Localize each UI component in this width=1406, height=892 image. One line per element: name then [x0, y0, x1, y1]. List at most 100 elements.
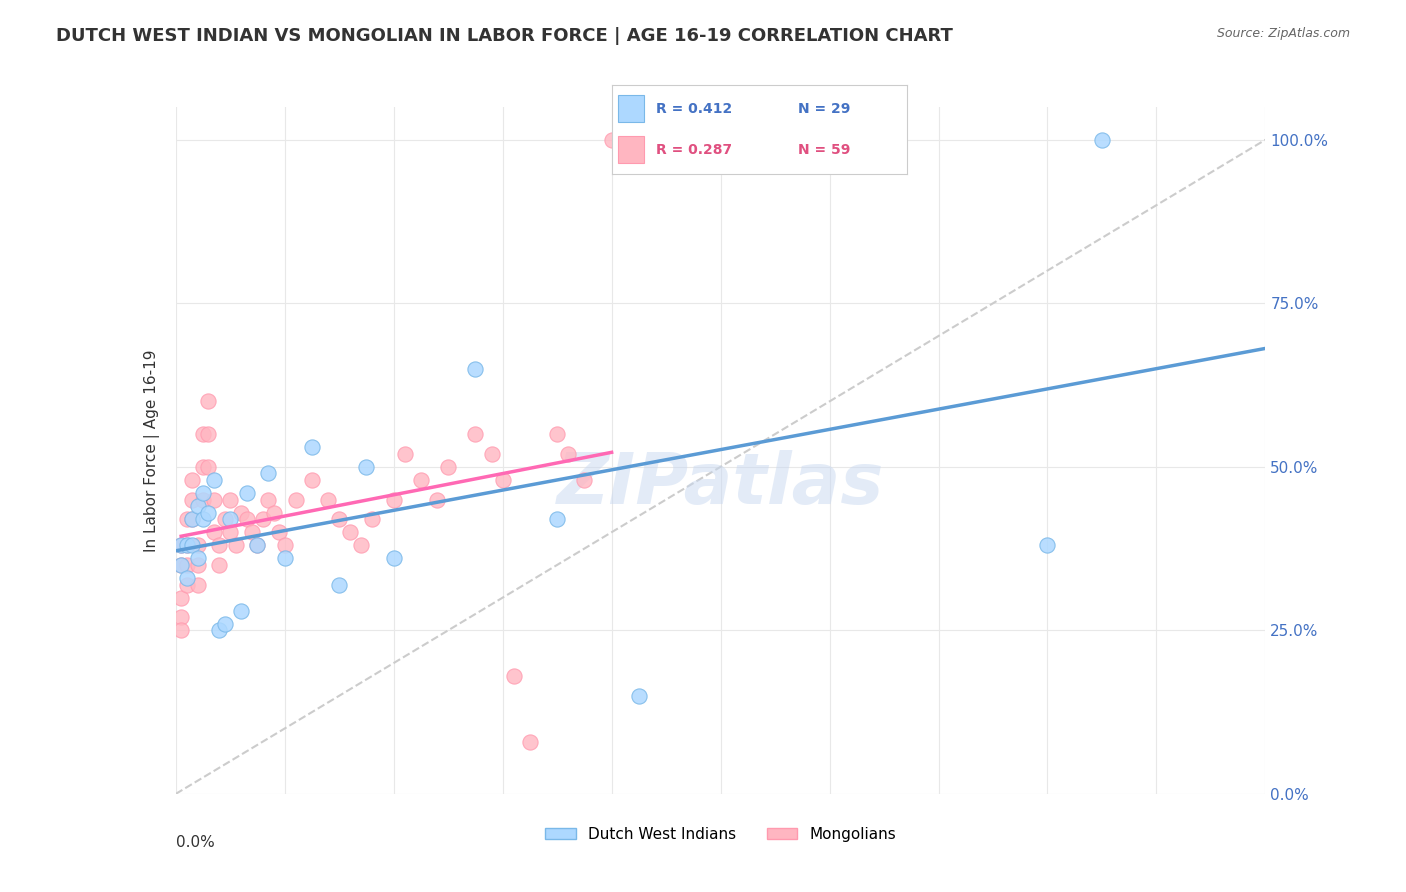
- Point: [519, 734, 541, 748]
- Point: [240, 525, 263, 540]
- Point: [481, 447, 503, 461]
- Point: [191, 492, 214, 507]
- Point: [181, 512, 204, 526]
- Point: [274, 538, 297, 552]
- Point: [426, 492, 449, 507]
- Point: [176, 577, 198, 591]
- Point: [170, 538, 193, 552]
- Text: N = 29: N = 29: [797, 102, 851, 116]
- Point: [301, 440, 323, 454]
- Point: [263, 506, 285, 520]
- Point: [464, 361, 486, 376]
- Point: [197, 506, 219, 520]
- FancyBboxPatch shape: [617, 95, 644, 122]
- Point: [191, 459, 214, 474]
- Point: [231, 604, 253, 618]
- Point: [574, 473, 596, 487]
- Point: [257, 492, 280, 507]
- Point: [328, 577, 350, 591]
- Point: [546, 427, 568, 442]
- Point: [328, 512, 350, 526]
- Point: [191, 427, 214, 442]
- Point: [186, 538, 209, 552]
- Point: [546, 512, 568, 526]
- Point: [202, 492, 225, 507]
- Y-axis label: In Labor Force | Age 16-19: In Labor Force | Age 16-19: [143, 349, 160, 552]
- Text: Source: ZipAtlas.com: Source: ZipAtlas.com: [1216, 27, 1350, 40]
- Point: [394, 447, 416, 461]
- Point: [1036, 538, 1059, 552]
- Point: [197, 427, 219, 442]
- Point: [274, 551, 297, 566]
- Point: [191, 486, 214, 500]
- FancyBboxPatch shape: [617, 136, 644, 163]
- Point: [219, 512, 242, 526]
- Point: [257, 467, 280, 481]
- Point: [557, 447, 579, 461]
- Text: DUTCH WEST INDIAN VS MONGOLIAN IN LABOR FORCE | AGE 16-19 CORRELATION CHART: DUTCH WEST INDIAN VS MONGOLIAN IN LABOR …: [56, 27, 953, 45]
- Point: [1091, 133, 1114, 147]
- Point: [170, 558, 193, 572]
- Point: [186, 499, 209, 513]
- Point: [214, 512, 236, 526]
- Point: [181, 512, 204, 526]
- Point: [246, 538, 269, 552]
- Point: [170, 591, 193, 605]
- Point: [219, 525, 242, 540]
- Point: [186, 558, 209, 572]
- Point: [197, 459, 219, 474]
- Point: [492, 473, 515, 487]
- Point: [382, 551, 405, 566]
- Point: [176, 558, 198, 572]
- Point: [318, 492, 340, 507]
- Point: [600, 133, 623, 147]
- Point: [235, 486, 257, 500]
- Text: 0.0%: 0.0%: [176, 835, 215, 850]
- Point: [197, 394, 219, 409]
- Point: [191, 512, 214, 526]
- Point: [356, 459, 378, 474]
- Point: [231, 506, 253, 520]
- Point: [170, 624, 193, 638]
- Point: [181, 538, 204, 552]
- Point: [181, 492, 204, 507]
- Point: [269, 525, 291, 540]
- Point: [170, 610, 193, 624]
- Point: [382, 492, 405, 507]
- Point: [176, 538, 198, 552]
- Point: [437, 459, 460, 474]
- Text: N = 59: N = 59: [797, 143, 851, 157]
- Point: [235, 512, 257, 526]
- Point: [339, 525, 361, 540]
- Point: [186, 577, 209, 591]
- Point: [202, 525, 225, 540]
- Point: [409, 473, 432, 487]
- Point: [301, 473, 323, 487]
- Point: [464, 427, 486, 442]
- Text: R = 0.287: R = 0.287: [655, 143, 733, 157]
- Point: [246, 538, 269, 552]
- Point: [202, 473, 225, 487]
- Point: [502, 669, 524, 683]
- Point: [176, 512, 198, 526]
- Text: R = 0.412: R = 0.412: [655, 102, 733, 116]
- Point: [208, 558, 231, 572]
- Point: [170, 538, 193, 552]
- Point: [350, 538, 373, 552]
- Point: [627, 689, 650, 703]
- Point: [252, 512, 274, 526]
- Point: [225, 538, 247, 552]
- Point: [214, 616, 236, 631]
- Legend: Dutch West Indians, Mongolians: Dutch West Indians, Mongolians: [538, 821, 903, 848]
- Point: [284, 492, 307, 507]
- Point: [208, 538, 231, 552]
- Point: [176, 538, 198, 552]
- Point: [208, 624, 231, 638]
- Point: [176, 571, 198, 585]
- Point: [170, 558, 193, 572]
- Point: [186, 551, 209, 566]
- Point: [219, 492, 242, 507]
- Text: ZIPatlas: ZIPatlas: [557, 450, 884, 519]
- Point: [181, 473, 204, 487]
- Point: [360, 512, 382, 526]
